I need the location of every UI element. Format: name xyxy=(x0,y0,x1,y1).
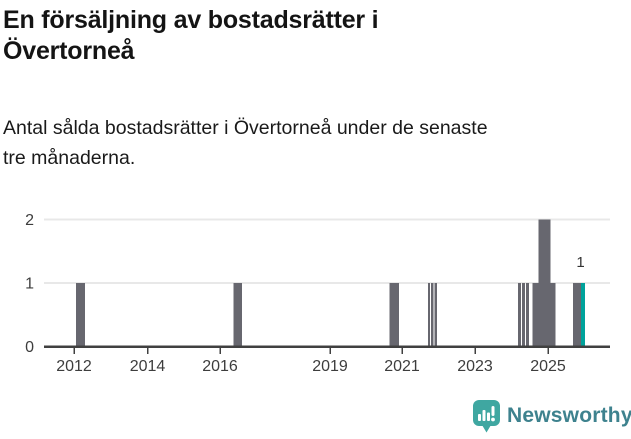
x-tick-label: 2019 xyxy=(312,358,348,375)
bar-highlight xyxy=(581,283,585,347)
bar xyxy=(526,283,529,347)
x-tick-label: 2016 xyxy=(202,358,238,375)
bar xyxy=(434,283,438,347)
x-tick-label: 2021 xyxy=(384,358,420,375)
bar xyxy=(233,283,242,347)
bar xyxy=(518,283,521,347)
x-tick-label: 2023 xyxy=(457,358,493,375)
bar xyxy=(431,283,434,347)
bar xyxy=(522,283,525,347)
latest-value-label: 1 xyxy=(576,254,584,271)
newsworthy-logo: Newsworthy xyxy=(473,399,631,433)
y-tick-label: 1 xyxy=(25,276,34,293)
newsworthy-logo-icon xyxy=(473,399,500,433)
y-tick-label: 2 xyxy=(25,212,34,229)
page-title-line2: Övertorneå xyxy=(3,37,135,65)
chart-subtitle-line2: tre månaderna. xyxy=(3,147,136,169)
bar xyxy=(573,283,581,347)
bar xyxy=(76,283,85,347)
x-tick-label: 2014 xyxy=(130,358,166,375)
x-tick-label: 2025 xyxy=(530,358,566,375)
page-title-line1: En försäljning av bostadsrätter i xyxy=(3,6,379,34)
x-tick-label: 2012 xyxy=(56,358,92,375)
chart-subtitle-line1: Antal sålda bostadsrätter i Övertorneå u… xyxy=(3,117,488,139)
bar xyxy=(428,283,431,347)
bar-chart-svg: 2012 2014 2016 2019 2021 2023 2025 0 1 2 1 xyxy=(25,212,610,375)
page-title: En försäljning av bostadsrätter i Övertor… xyxy=(3,5,379,67)
bar xyxy=(538,219,551,347)
chart-subtitle: Antal sålda bostadsrätter i Övertorneå u… xyxy=(3,113,488,173)
bar xyxy=(389,283,399,347)
newsworthy-wordmark: Newsworthy xyxy=(507,404,631,427)
bar-chart: 2012 2014 2016 2019 2021 2023 2025 0 1 2 1 xyxy=(0,195,631,380)
y-tick-label: 0 xyxy=(25,339,34,356)
